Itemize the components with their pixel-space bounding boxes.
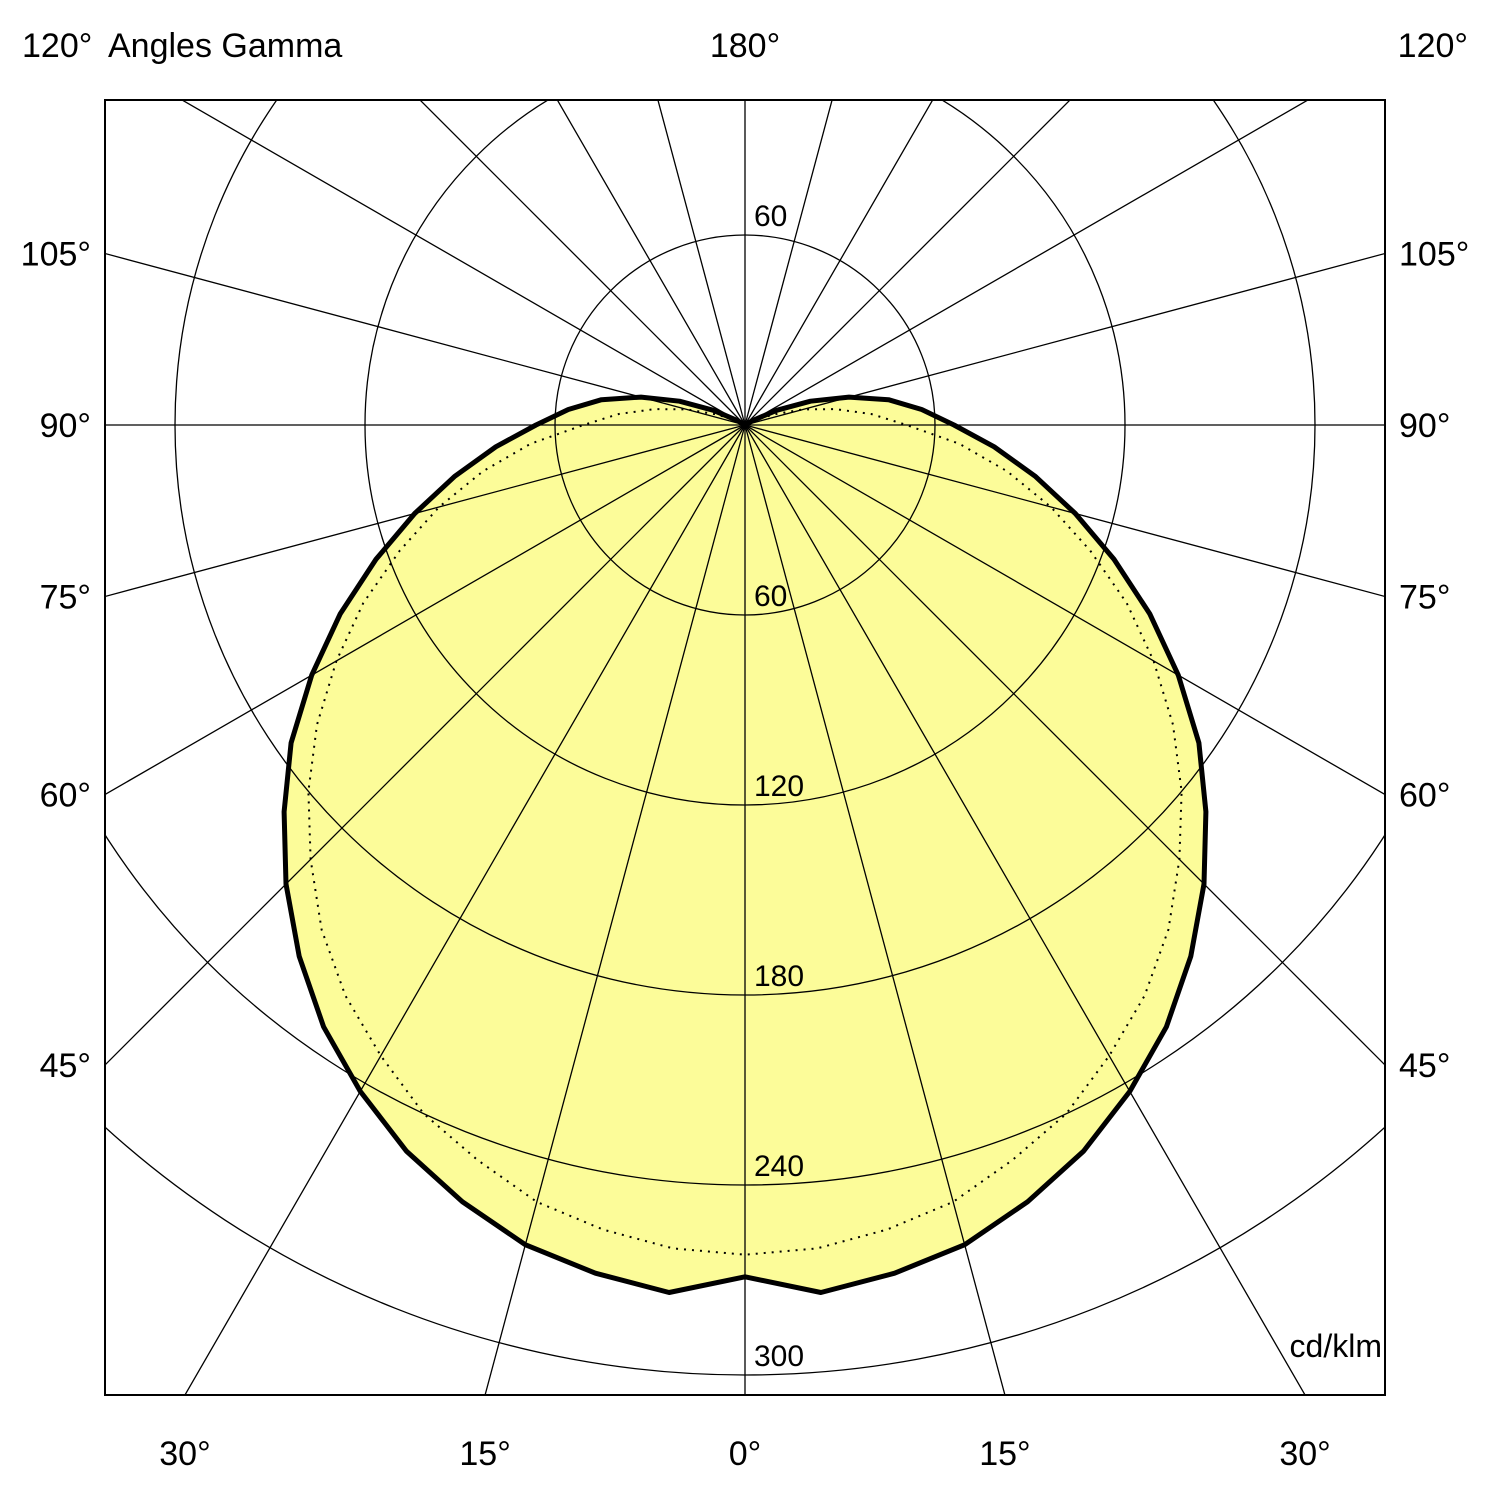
grid-ray [744, 100, 1310, 426]
grid-ray [744, 424, 1385, 796]
grid-ray [184, 424, 746, 1395]
grid-ray [744, 424, 1306, 1395]
grid-ray [744, 424, 1385, 1066]
grid-ray [419, 100, 746, 426]
grid-ray [105, 424, 746, 598]
gamma-axis-label-right: 90° [1399, 407, 1450, 445]
grid-ray [105, 252, 746, 426]
gamma-axis-label-bottom: 15° [459, 1435, 510, 1473]
radial-tick-label: 60 [754, 580, 787, 613]
gamma-axis-label-right: 60° [1399, 777, 1450, 815]
radial-tick-label: 300 [754, 1340, 804, 1373]
radial-tick-label: 240 [754, 1150, 804, 1183]
gamma-axis-label-left: 90° [40, 407, 91, 445]
grid-ray [744, 100, 934, 426]
grid-ray [744, 252, 1385, 426]
gamma-axis-label-left: 75° [40, 578, 91, 616]
grid-ray [180, 100, 746, 426]
intensity-curve-solid [281, 394, 1209, 1295]
unit-label: cd/klm [1289, 1328, 1382, 1364]
grid-ray [105, 424, 746, 1066]
gamma-axis-label-left: 60° [40, 777, 91, 815]
gamma-axis-label-bottom: 15° [979, 1435, 1030, 1473]
corner-angle-label-right: 120° [1397, 27, 1468, 65]
radial-tick-label: 180 [754, 960, 804, 993]
gamma-axis-label-right: 75° [1399, 578, 1450, 616]
gamma-axis-label-right: 45° [1399, 1047, 1450, 1085]
grid-ray [744, 100, 1071, 426]
chart-title: Angles Gamma [108, 27, 343, 65]
corner-angle-label-left: 120° [22, 27, 93, 65]
radial-tick-label: 120 [754, 770, 804, 803]
gamma-axis-label-right: 105° [1399, 236, 1469, 274]
zenith-angle-label: 180° [709, 27, 781, 65]
grid-ray [657, 100, 746, 426]
grid-ray [105, 424, 746, 796]
gamma-axis-label-left: 105° [21, 236, 91, 274]
gamma-axis-label-bottom: 0° [729, 1435, 762, 1473]
grid-ray [744, 100, 833, 426]
intensity-curve-dotted [307, 408, 1183, 1256]
gamma-axis-label-bottom: 30° [159, 1435, 210, 1473]
grid-ray [744, 424, 1385, 598]
gamma-axis-label-bottom: 30° [1279, 1435, 1330, 1473]
chart-frame [104, 99, 1386, 1396]
gamma-axis-label-left: 45° [40, 1047, 91, 1085]
radial-tick-label: 60 [754, 200, 787, 233]
grid-ray [556, 100, 746, 426]
